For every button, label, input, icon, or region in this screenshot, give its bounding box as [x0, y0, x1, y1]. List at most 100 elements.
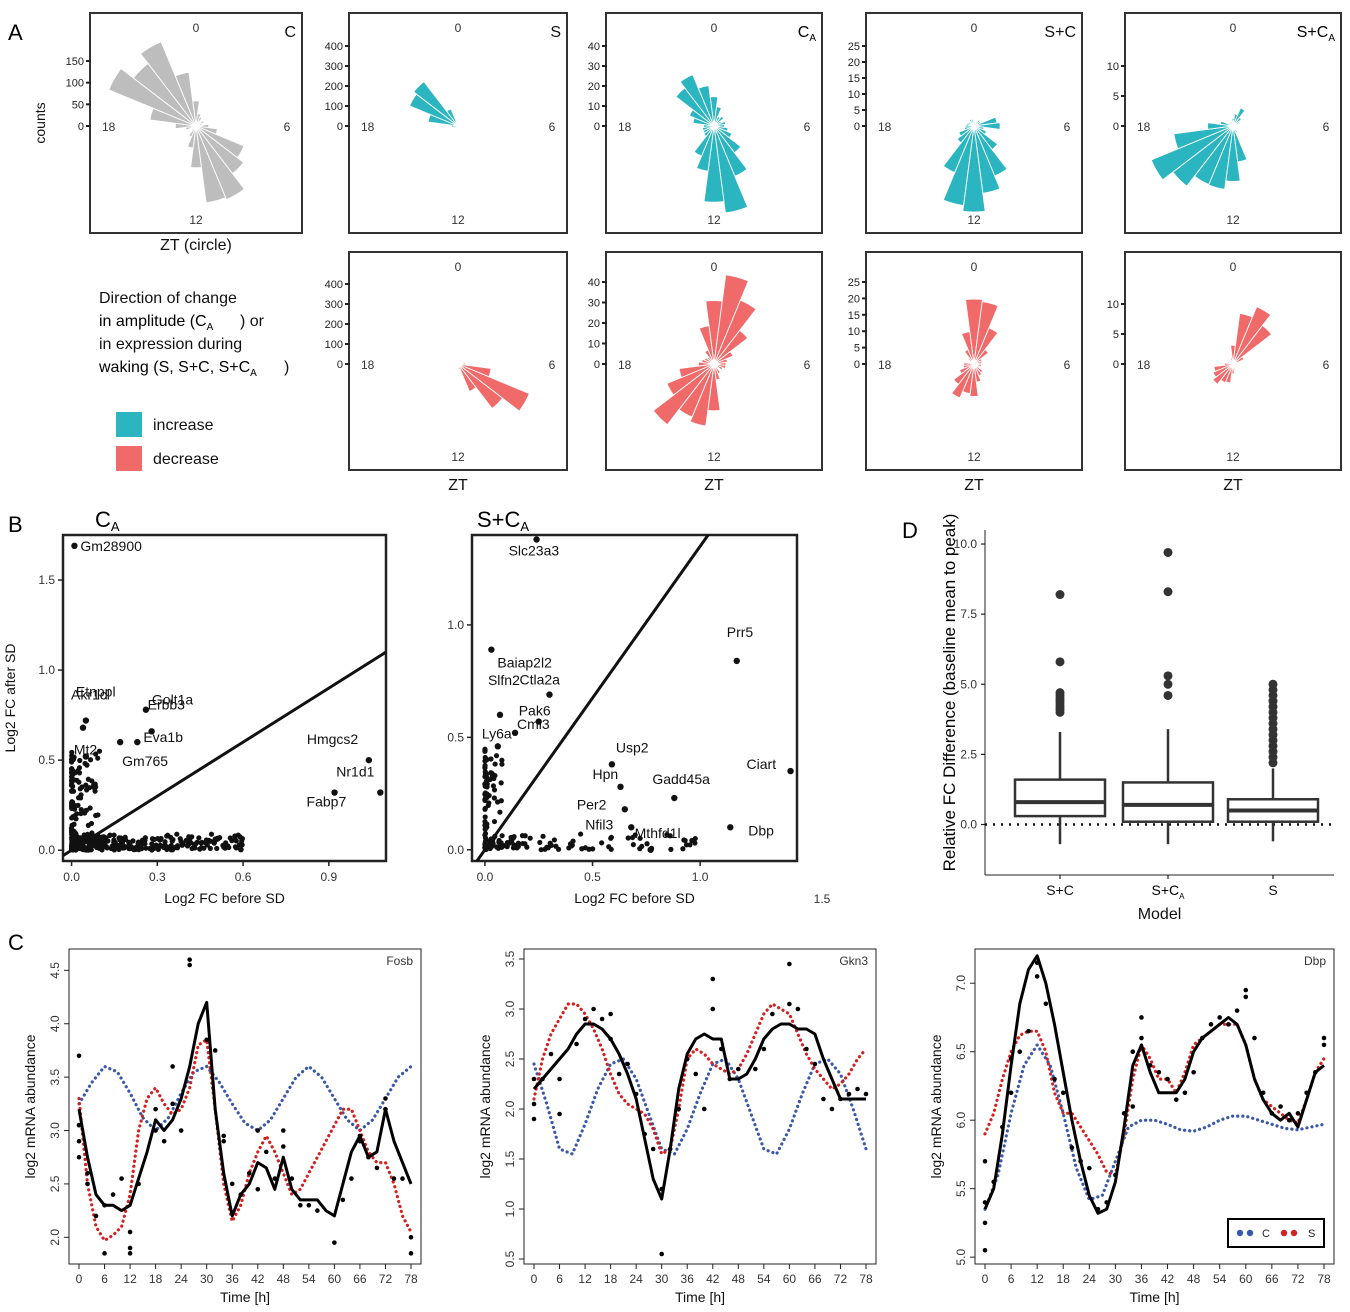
scatter-dot-ca [129, 845, 135, 851]
ts-point-fosb-29 [246, 1170, 252, 1176]
ts-point-fosb-34 [281, 1128, 286, 1133]
ts-point-gkn3-17 [650, 1146, 656, 1152]
scatter-xticklabel-sca-1: 0.5 [584, 870, 601, 884]
scatter-dot-sca [537, 839, 543, 846]
ts-point-dbp-37 [1243, 994, 1249, 1000]
ts-point-gkn3-25 [710, 976, 716, 982]
ts-point-gkn3-23 [693, 1071, 699, 1077]
ts-point-fosb-31 [255, 1186, 261, 1192]
scatter-point-gm765 [116, 738, 124, 746]
panel-label-d: D [902, 518, 918, 543]
scatter-dot-ca [76, 779, 82, 785]
scatter-dot-ca [77, 842, 83, 848]
scatter-dot-ca [201, 845, 207, 851]
rose-wedge-ca-inc-3 [713, 115, 725, 127]
scatter-gene-label-hmgcs2: Hmgcs2 [307, 731, 359, 747]
rose-wedge-sc-dec-23 [960, 330, 975, 365]
scatter-diagonal-sca [475, 535, 710, 861]
scatter-dot-ca [89, 778, 95, 784]
rose-tick-sc-inc-4: 20 [848, 57, 860, 69]
ts-point-fosb-52 [408, 1251, 414, 1256]
rose-xlabel-zt-3: ZT [1223, 477, 1243, 494]
rose-model-sc-inc: S+C [1044, 24, 1076, 41]
scatter-point-slfn2 [496, 711, 504, 719]
ts-point-gkn3-15 [633, 1091, 639, 1097]
rose-wedge-c-23 [174, 71, 197, 127]
ts-xticklabel-dbp-1: 6 [1008, 1272, 1015, 1286]
scatter-dot-ca [162, 839, 168, 845]
ts-point-fosb-26 [221, 1133, 227, 1139]
ts-point-fosb-22 [187, 957, 192, 962]
ts-xticklabel-dbp-2: 12 [1030, 1272, 1044, 1286]
rose-wedge-sc-inc-13 [942, 125, 975, 207]
legend-swatch-decrease [116, 446, 142, 471]
ts-frame-fosb [68, 948, 422, 1265]
scatter-dot-ca [166, 844, 172, 851]
scatter-dot-ca [78, 806, 84, 813]
rose-wedge-sc-inc-6 [973, 122, 1001, 130]
ts-point-dbp-26 [1147, 1063, 1153, 1068]
ts-line-mean-dbp [983, 954, 1325, 1215]
ts-point-dbp-32 [1200, 1035, 1205, 1041]
scatter-dot-sca [547, 840, 553, 846]
scatter-dot-ca [103, 835, 109, 841]
scatter-dot-sca [689, 837, 695, 844]
rose-tick-c-2: 100 [66, 78, 84, 90]
rose-wedge-sca-dec-18 [1223, 362, 1234, 366]
ts-point-fosb-5 [85, 1181, 90, 1187]
rose-wedge-sc-inc-23 [970, 118, 975, 127]
scatter-dot-ca [69, 766, 75, 772]
ts-point-dbp-43 [1286, 1117, 1292, 1123]
scatter-point-slc23a3 [533, 536, 540, 543]
rose-tick-s-dec-3: 300 [325, 299, 343, 311]
ts-point-fosb-7 [102, 1251, 107, 1256]
box-xticklabel-1: S+CA [1152, 882, 1186, 901]
scatter-dot-sca [482, 747, 488, 753]
ts-xlabel-fosb: Time [h] [220, 1289, 270, 1305]
rose-dir-18-c: 18 [102, 120, 116, 134]
ts-yticklabel-fosb-3: 3.5 [48, 1068, 62, 1085]
ts-xlabel-gkn3: Time [h] [675, 1289, 725, 1305]
scatter-point-golt1a [142, 706, 150, 713]
box-outlier-0-7 [1055, 688, 1065, 698]
rose-dir-6-s-inc: 6 [549, 120, 556, 134]
scatter-title-sca-main: S+C [477, 507, 521, 532]
scatter-dot-ca [89, 843, 95, 849]
ts-gene-fosb: Fosb [386, 954, 413, 968]
rose-wedge-sc-dec-14 [950, 363, 975, 399]
scatter-dot-sca [483, 778, 489, 784]
scatter-dot-ca [78, 835, 84, 841]
rose-tick-s-inc-0: 0 [337, 121, 343, 133]
ts-yticklabel-dbp-0: 5.0 [954, 1248, 968, 1265]
scatter-dot-sca [606, 844, 612, 850]
scatter-dot-ca [84, 831, 91, 837]
rose-dir-6-c: 6 [284, 120, 291, 134]
scatter-gene-label-ciart: Ciart [747, 756, 777, 772]
scatter-dot-ca [130, 838, 136, 844]
ts-xticklabel-dbp-8: 48 [1187, 1272, 1201, 1286]
scatter-yticklabel-ca-0: 0.0 [38, 843, 55, 857]
rose-wedge-sca-inc-18 [1207, 122, 1234, 130]
scatter-plotarea-sca [475, 535, 794, 861]
box-yticklabel-1: 2.5 [960, 747, 977, 761]
rose-tick-s-dec-1: 100 [325, 339, 343, 351]
scatter-point-usp2 [608, 761, 616, 768]
ts-point-dbp-31 [1191, 1069, 1196, 1075]
ts-xticklabel-dbp-12: 72 [1291, 1272, 1305, 1286]
ts-xticklabel-gkn3-7: 42 [706, 1272, 720, 1286]
ts-point-fosb-17 [161, 1138, 167, 1144]
rose-dir-12-c: 12 [189, 213, 203, 227]
rose-dir-6-sca-inc: 6 [1323, 120, 1330, 134]
rose-dir-12-sca-inc: 12 [1226, 213, 1240, 227]
scatter-dot-sca [508, 837, 514, 843]
scatter-gene-label-gm765: Gm765 [122, 753, 168, 769]
box-outlier-1-2 [1163, 671, 1173, 681]
ts-xticklabel-dbp-4: 24 [1083, 1272, 1097, 1286]
ts-point-gkn3-6 [557, 1111, 562, 1117]
box-outlier-0-9 [1055, 590, 1065, 600]
ts-point-fosb-9 [110, 1192, 116, 1197]
scatter-dot-sca [482, 814, 488, 820]
scatter-dot-sca [632, 832, 638, 838]
ts-point-gkn3-36 [804, 1046, 809, 1052]
ts-point-fosb-32 [263, 1149, 269, 1155]
